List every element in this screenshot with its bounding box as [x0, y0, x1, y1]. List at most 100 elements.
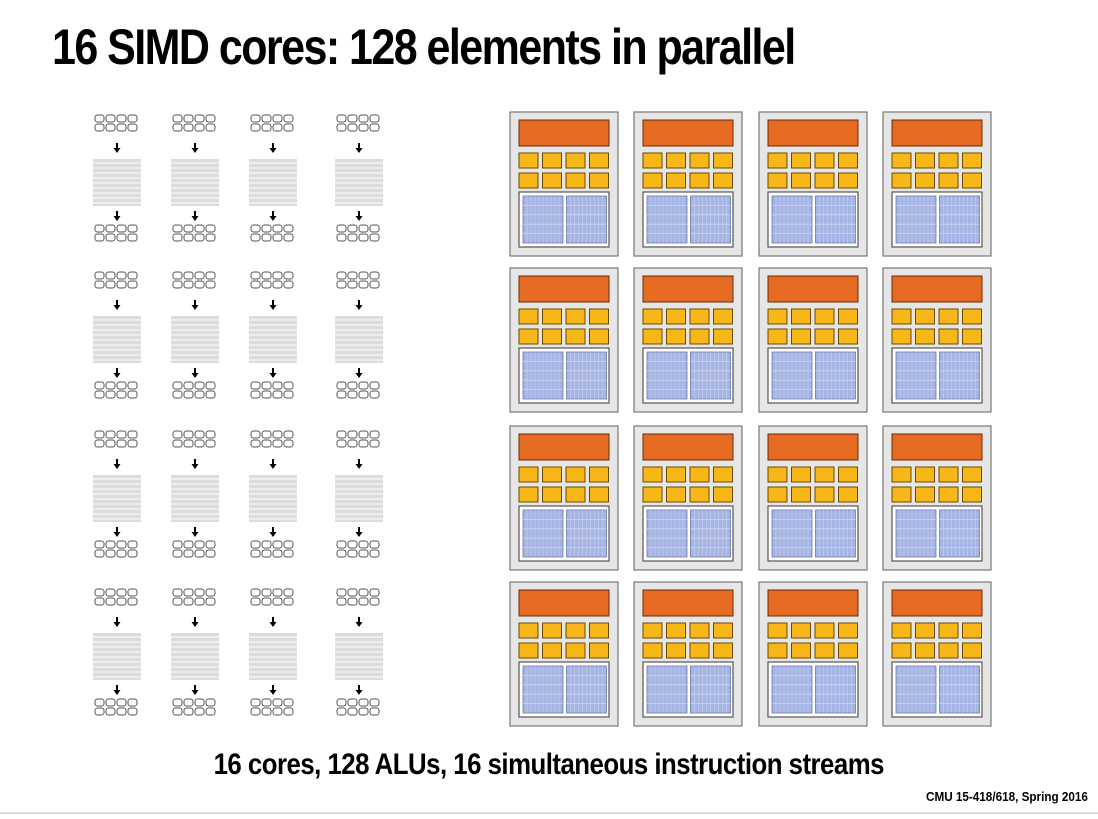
data-element — [172, 114, 183, 123]
data-element — [369, 588, 380, 597]
data-element — [116, 707, 127, 716]
down-arrow-icon — [113, 368, 121, 378]
alu — [791, 622, 811, 639]
instruction-block — [171, 316, 219, 363]
data-element — [172, 588, 183, 597]
data-element — [250, 271, 261, 280]
alu — [518, 642, 539, 659]
data-element — [205, 597, 216, 606]
data-element — [283, 588, 294, 597]
alu — [767, 308, 788, 325]
alu — [915, 172, 935, 189]
data-element — [116, 280, 127, 289]
instruction-stream — [249, 430, 297, 558]
output-elements — [336, 381, 380, 399]
alu — [915, 308, 935, 325]
data-element — [283, 439, 294, 448]
fetch-decode-unit — [642, 119, 734, 147]
simd-core — [882, 267, 992, 413]
data-element — [127, 224, 138, 233]
instruction-block — [171, 159, 219, 206]
alu — [518, 486, 539, 503]
data-element — [358, 390, 369, 399]
alu — [915, 152, 935, 169]
data-element — [358, 123, 369, 132]
alu — [791, 172, 811, 189]
data-element — [272, 707, 283, 716]
data-element — [105, 698, 116, 707]
execution-context — [518, 191, 610, 248]
data-element — [358, 588, 369, 597]
data-element — [94, 597, 105, 606]
data-element — [358, 233, 369, 242]
input-elements — [94, 588, 138, 606]
alu — [589, 152, 609, 169]
alu — [565, 152, 586, 169]
execution-context — [767, 505, 859, 562]
data-element — [358, 430, 369, 439]
instruction-block — [93, 475, 141, 522]
down-arrow-icon — [355, 527, 363, 537]
data-element — [369, 123, 380, 132]
alu — [565, 486, 586, 503]
data-element — [261, 707, 272, 716]
data-element — [172, 271, 183, 280]
down-arrow-icon — [113, 300, 121, 310]
data-element — [105, 280, 116, 289]
data-element — [347, 224, 358, 233]
alu — [713, 328, 733, 345]
alu — [642, 328, 663, 345]
data-element — [94, 381, 105, 390]
data-element — [116, 390, 127, 399]
data-element — [272, 224, 283, 233]
output-elements — [94, 698, 138, 716]
data-element — [194, 439, 205, 448]
data-element — [272, 381, 283, 390]
data-element — [358, 698, 369, 707]
data-element — [261, 381, 272, 390]
data-element — [272, 233, 283, 242]
instruction-stream — [171, 588, 219, 716]
data-element — [127, 390, 138, 399]
data-element — [261, 224, 272, 233]
alu — [838, 486, 858, 503]
data-element — [347, 597, 358, 606]
alu — [713, 642, 733, 659]
data-element — [250, 280, 261, 289]
alu — [713, 152, 733, 169]
data-element — [105, 707, 116, 716]
data-element — [336, 597, 347, 606]
data-element — [127, 430, 138, 439]
instruction-stream — [93, 430, 141, 558]
data-element — [205, 540, 216, 549]
instruction-stream — [249, 114, 297, 242]
alu — [565, 642, 586, 659]
input-elements — [172, 114, 216, 132]
alu — [938, 152, 959, 169]
execution-context — [518, 661, 610, 718]
data-element — [127, 271, 138, 280]
data-element — [347, 707, 358, 716]
data-element — [336, 707, 347, 716]
alu — [767, 466, 788, 483]
down-arrow-icon — [355, 685, 363, 695]
down-arrow-icon — [113, 211, 121, 221]
fetch-decode-unit — [518, 275, 610, 303]
data-element — [116, 439, 127, 448]
alu — [589, 328, 609, 345]
simd-core — [633, 425, 743, 571]
data-element — [272, 430, 283, 439]
alu — [962, 622, 982, 639]
instruction-block — [171, 475, 219, 522]
data-element — [94, 280, 105, 289]
data-element — [116, 588, 127, 597]
alu — [542, 152, 562, 169]
data-element — [127, 698, 138, 707]
input-elements — [172, 588, 216, 606]
execution-context — [891, 505, 983, 562]
data-element — [105, 549, 116, 558]
data-element — [205, 280, 216, 289]
data-element — [336, 123, 347, 132]
data-element — [183, 439, 194, 448]
data-element — [127, 381, 138, 390]
